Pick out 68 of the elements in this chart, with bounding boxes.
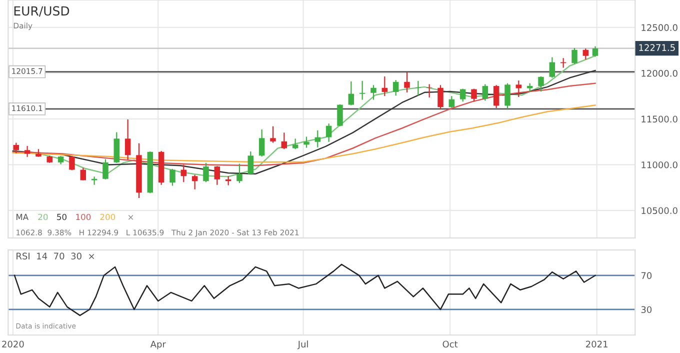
annotation: × <box>128 215 134 220</box>
candlestick <box>258 128 265 158</box>
candlestick <box>359 80 366 100</box>
line-series <box>12 82 596 166</box>
candlestick <box>270 126 276 144</box>
line-series <box>12 104 596 163</box>
candlestick <box>170 168 176 186</box>
candlestick <box>592 46 598 58</box>
x-tick-label: Apr <box>150 340 166 350</box>
chart-title: EUR/USD <box>14 6 70 17</box>
candlestick <box>203 162 209 183</box>
candlestick <box>124 118 131 160</box>
candlestick <box>102 158 108 180</box>
candlestick <box>281 132 288 150</box>
candlestick <box>471 88 477 102</box>
y-tick-label: 30 <box>641 306 652 314</box>
y-tick-label: 12000.0 <box>642 70 678 77</box>
candlestick <box>538 76 544 92</box>
candlestick <box>516 80 522 98</box>
x-tick-label: Jul <box>297 340 308 350</box>
x-tick-label: 2021 <box>586 340 608 348</box>
candlestick <box>337 104 343 127</box>
candlestick <box>460 88 466 102</box>
candlestick <box>236 163 242 184</box>
text: 100 <box>76 214 91 220</box>
y-tick-label: 12500.0 <box>642 24 678 32</box>
candlestick <box>415 80 422 96</box>
candlestick <box>370 84 376 100</box>
candlestick <box>314 130 321 148</box>
line-series <box>14 264 596 316</box>
candlestick <box>248 150 254 176</box>
candlestick <box>426 84 432 98</box>
candlestick <box>392 80 399 96</box>
candlestick <box>180 164 187 183</box>
candlestick <box>582 48 589 60</box>
candlestick <box>69 155 75 171</box>
candlestick <box>214 166 220 186</box>
candlestick <box>24 145 30 158</box>
x-tick-label: Oct <box>442 340 458 348</box>
ref-line-label: 12271.5 <box>639 44 675 51</box>
text: 20 <box>38 214 48 220</box>
candlestick <box>493 84 500 109</box>
candlestick <box>292 138 298 150</box>
candlestick <box>80 167 86 181</box>
candlestick <box>448 96 455 108</box>
candlestick <box>326 122 332 142</box>
candlestick <box>482 84 488 102</box>
x-tick-label: 2020 <box>2 340 24 348</box>
candlestick <box>192 174 198 190</box>
y-tick-label: 11500.0 <box>642 116 678 123</box>
candlestick <box>560 58 566 68</box>
candlestick <box>404 72 410 93</box>
candlestick <box>549 56 556 78</box>
candlestick <box>348 80 354 106</box>
chart-title: RSI 14 70 30 × <box>16 252 94 260</box>
legend-title: MA <box>16 214 29 220</box>
y-tick-label: 70 <box>641 272 652 280</box>
candlestick <box>382 76 388 97</box>
text: 200 <box>100 214 116 220</box>
y-tick-label: 11000.0 <box>642 161 678 168</box>
candlestick <box>13 142 20 154</box>
candlestick <box>304 136 310 148</box>
text: 50 <box>57 214 66 220</box>
candlestick <box>572 47 578 65</box>
candlestick <box>438 84 444 110</box>
candlestick <box>114 132 120 164</box>
candlestick <box>504 82 510 110</box>
y-tick-label: 10500.0 <box>642 207 678 214</box>
